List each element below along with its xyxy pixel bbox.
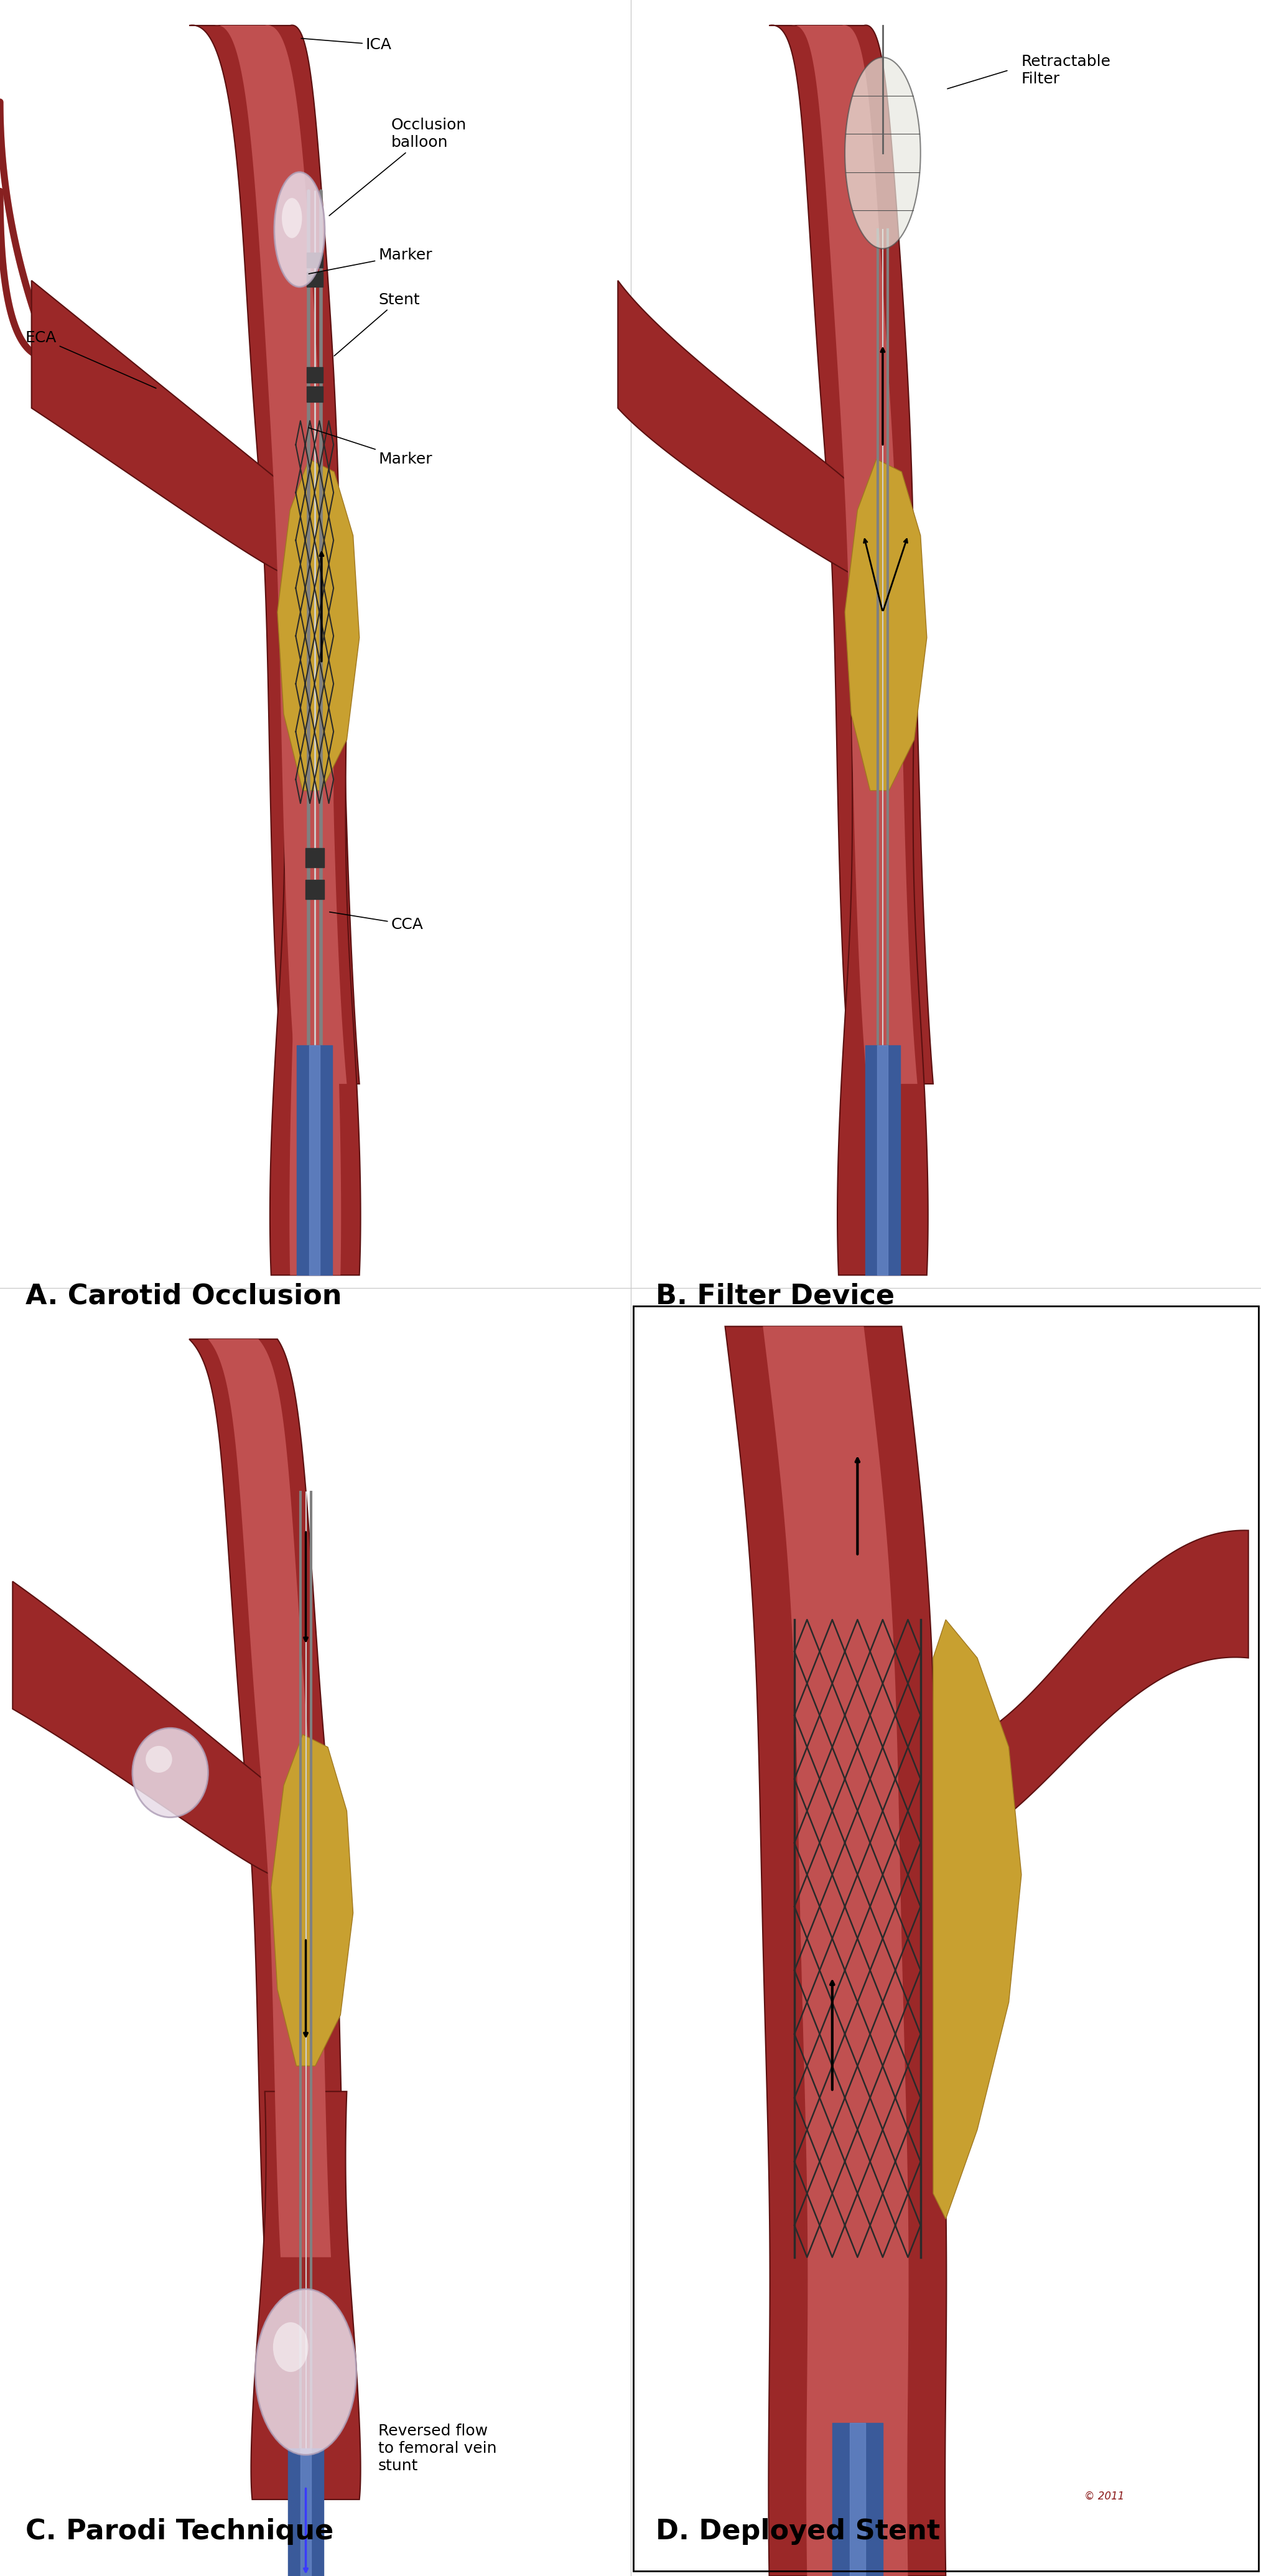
Text: Retractable
Filter: Retractable Filter xyxy=(1021,54,1111,85)
Text: ICA: ICA xyxy=(301,36,392,52)
Polygon shape xyxy=(845,57,921,250)
Text: CCA: CCA xyxy=(329,912,424,933)
Polygon shape xyxy=(189,26,359,1084)
Polygon shape xyxy=(277,459,359,791)
Polygon shape xyxy=(270,701,361,1275)
Ellipse shape xyxy=(282,198,303,237)
Bar xyxy=(630,1301,1261,2576)
Bar xyxy=(630,0,1261,1275)
Ellipse shape xyxy=(146,1747,171,1772)
Text: Occlusion
balloon: Occlusion balloon xyxy=(329,118,467,216)
Text: © 2011: © 2011 xyxy=(1084,2491,1125,2501)
Ellipse shape xyxy=(256,2290,357,2455)
Text: B. Filter Device: B. Filter Device xyxy=(656,1283,894,1309)
Polygon shape xyxy=(763,1327,909,2576)
Bar xyxy=(633,1306,1258,2571)
Text: C. Parodi Technique: C. Parodi Technique xyxy=(25,2519,333,2545)
Polygon shape xyxy=(251,2092,361,2499)
Ellipse shape xyxy=(272,2321,308,2372)
Bar xyxy=(0,1301,630,2576)
Polygon shape xyxy=(214,26,347,1084)
Text: Marker: Marker xyxy=(309,428,433,466)
Polygon shape xyxy=(837,701,928,1275)
Ellipse shape xyxy=(275,173,325,286)
Polygon shape xyxy=(725,1327,947,2576)
Polygon shape xyxy=(208,1340,330,2257)
Ellipse shape xyxy=(132,1728,208,1816)
Polygon shape xyxy=(769,26,933,1084)
Bar xyxy=(0,0,630,1275)
Polygon shape xyxy=(792,26,918,1084)
Polygon shape xyxy=(845,459,927,791)
Text: A. Carotid Occlusion: A. Carotid Occlusion xyxy=(25,1283,342,1309)
Text: ECA: ECA xyxy=(25,330,156,389)
Polygon shape xyxy=(13,1582,271,1875)
Text: Reversed flow
to femoral vein
stunt: Reversed flow to femoral vein stunt xyxy=(378,2424,497,2473)
Polygon shape xyxy=(618,281,851,574)
Text: D. Deployed Stent: D. Deployed Stent xyxy=(656,2519,941,2545)
Polygon shape xyxy=(32,281,284,574)
Polygon shape xyxy=(290,701,340,1275)
Text: Stent: Stent xyxy=(334,291,420,355)
Polygon shape xyxy=(189,1340,347,2257)
Polygon shape xyxy=(933,1620,1021,2218)
Polygon shape xyxy=(271,1734,353,2066)
Polygon shape xyxy=(946,1530,1248,1850)
Text: Marker: Marker xyxy=(309,247,433,273)
